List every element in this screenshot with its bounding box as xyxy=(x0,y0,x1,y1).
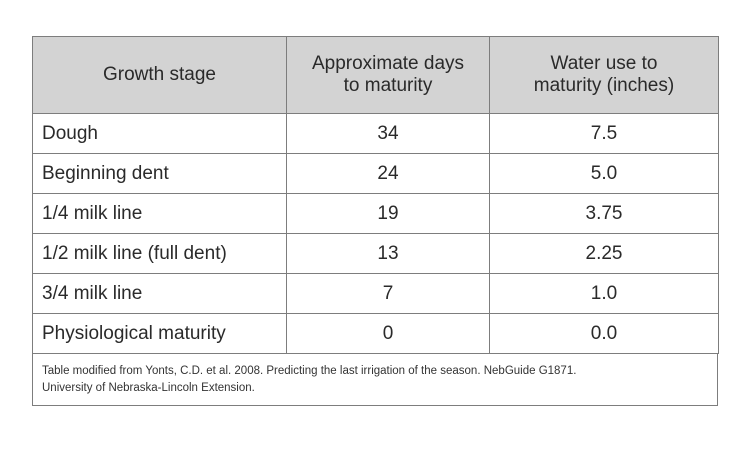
days-cell: 19 xyxy=(286,193,490,234)
table-row: Beginning dent 24 5.0 xyxy=(32,153,719,194)
table-header: Growth stage Approximate days to maturit… xyxy=(32,36,719,114)
table-row: 1/2 milk line (full dent) 13 2.25 xyxy=(32,233,719,274)
growth-stage-cell: Physiological maturity xyxy=(32,313,287,354)
header-days-line2: to maturity xyxy=(343,75,433,96)
header-water-use: Water use to maturity (inches) xyxy=(489,36,719,114)
header-days-line1: Approximate days xyxy=(311,53,465,74)
header-row: Growth stage Approximate days to maturit… xyxy=(32,36,719,114)
footnote-line1: Table modified from Yonts, C.D. et al. 2… xyxy=(42,365,577,377)
header-growth-stage-label: Growth stage xyxy=(103,64,216,85)
growth-stage-table: Growth stage Approximate days to maturit… xyxy=(32,36,719,354)
growth-stage-cell: Beginning dent xyxy=(32,153,287,194)
table-footnote: Table modified from Yonts, C.D. et al. 2… xyxy=(32,354,718,406)
table-row: Physiological maturity 0 0.0 xyxy=(32,313,719,354)
water-cell: 1.0 xyxy=(489,273,719,314)
water-cell: 5.0 xyxy=(489,153,719,194)
header-water-line1: Water use to xyxy=(550,53,658,74)
growth-stage-cell: 3/4 milk line xyxy=(32,273,287,314)
header-water-line2: maturity (inches) xyxy=(533,75,675,96)
water-cell: 3.75 xyxy=(489,193,719,234)
header-growth-stage: Growth stage xyxy=(32,36,287,114)
table-row: 3/4 milk line 7 1.0 xyxy=(32,273,719,314)
days-cell: 24 xyxy=(286,153,490,194)
days-cell: 7 xyxy=(286,273,490,314)
growth-stage-cell: Dough xyxy=(32,113,287,154)
header-days-to-maturity: Approximate days to maturity xyxy=(286,36,490,114)
growth-stage-cell: 1/2 milk line (full dent) xyxy=(32,233,287,274)
water-cell: 7.5 xyxy=(489,113,719,154)
water-cell: 0.0 xyxy=(489,313,719,354)
days-cell: 13 xyxy=(286,233,490,274)
growth-stage-cell: 1/4 milk line xyxy=(32,193,287,234)
table-row: 1/4 milk line 19 3.75 xyxy=(32,193,719,234)
water-cell: 2.25 xyxy=(489,233,719,274)
table-body: Dough 34 7.5 Beginning dent 24 5.0 1/4 m… xyxy=(32,113,719,354)
table-row: Dough 34 7.5 xyxy=(32,113,719,154)
days-cell: 34 xyxy=(286,113,490,154)
growth-stage-table-container: Growth stage Approximate days to maturit… xyxy=(32,36,719,406)
footnote-line2: University of Nebraska-Lincoln Extension… xyxy=(42,382,255,394)
days-cell: 0 xyxy=(286,313,490,354)
